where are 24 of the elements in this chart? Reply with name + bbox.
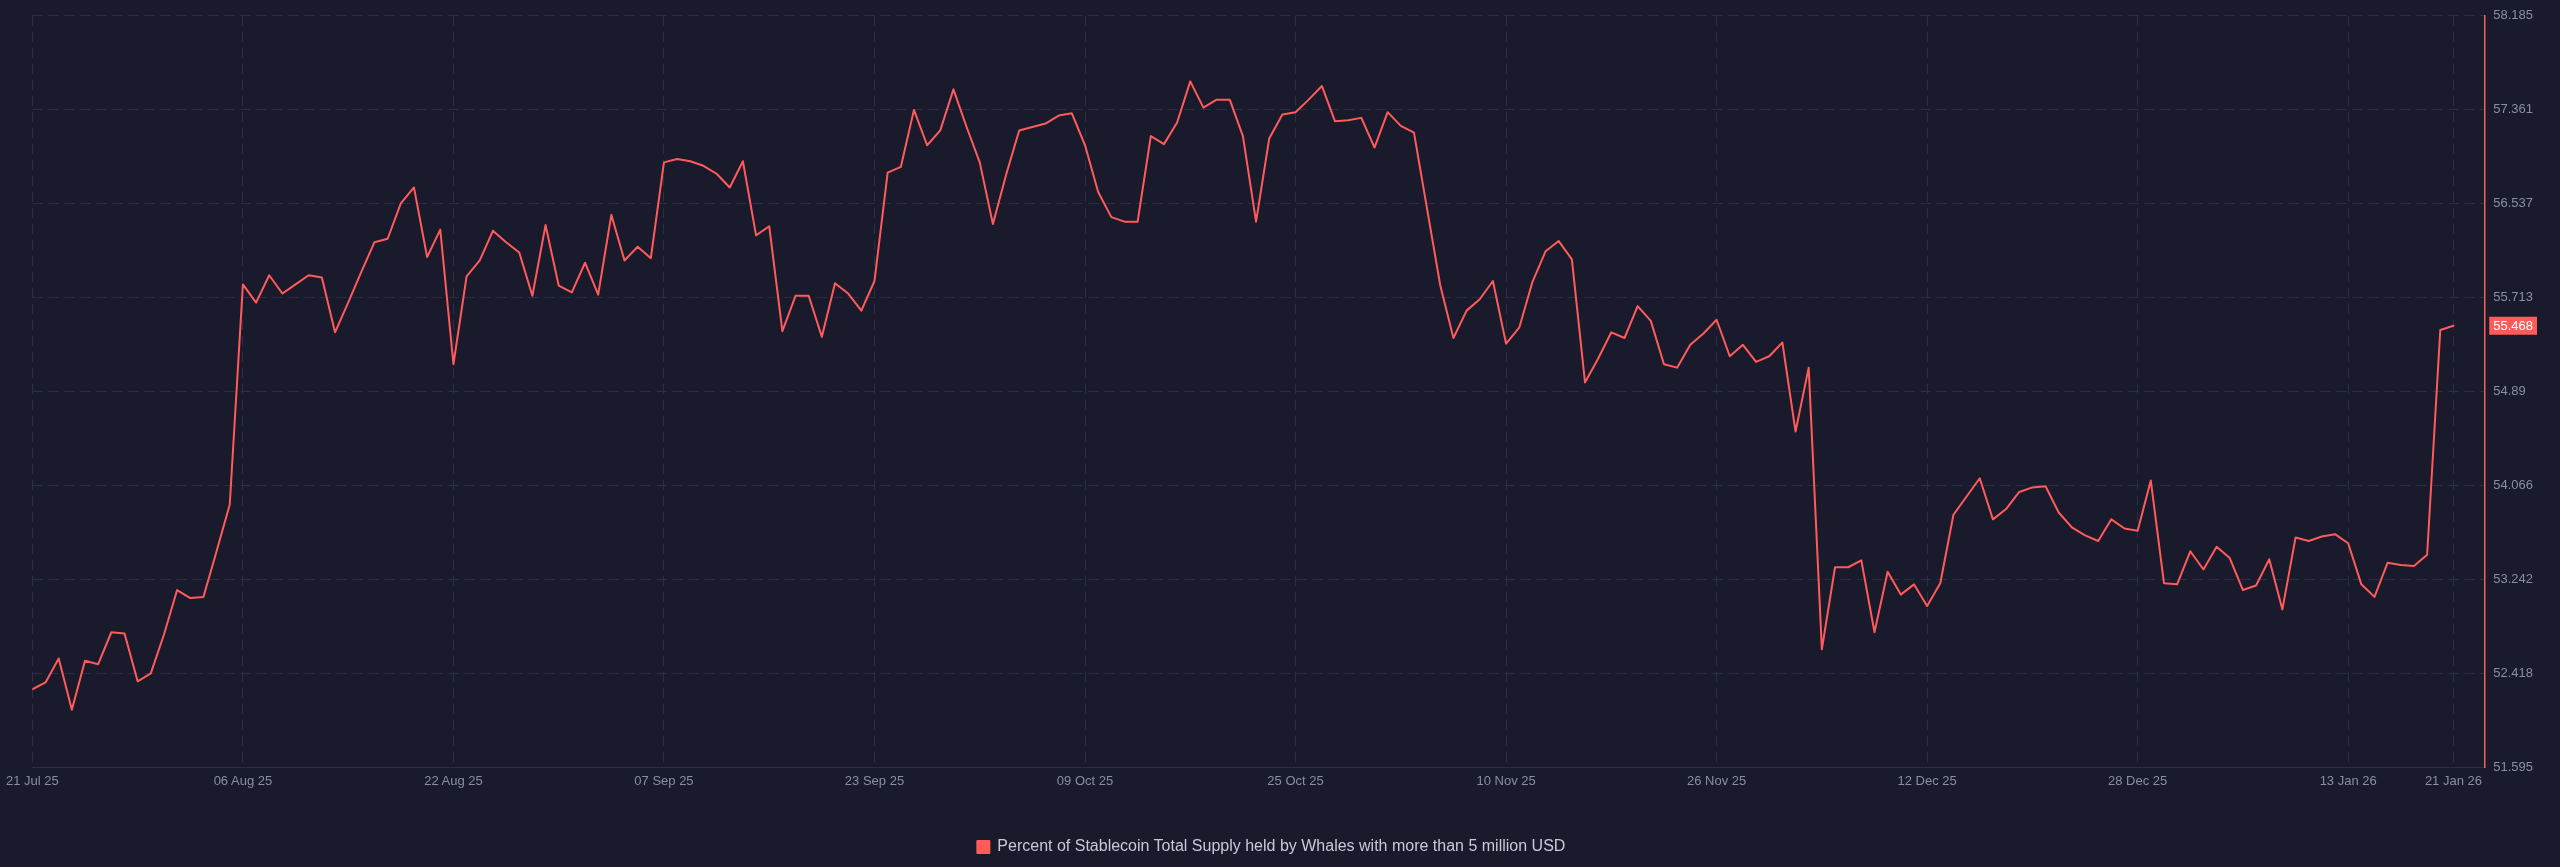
- x-tick-label: 09 Oct 25: [1056, 772, 1114, 788]
- x-tick-label: 06 Aug 25: [213, 772, 273, 788]
- text: 55.468: [2493, 318, 2533, 334]
- x-tick-label: 21 Jul 25: [6, 772, 59, 788]
- y-tick-label: 53.242: [2493, 571, 2533, 587]
- y-tick-label: 54.89: [2493, 383, 2526, 399]
- y-tick-label: 57.361: [2493, 101, 2533, 117]
- x-tick-label: 26 Nov 25: [1686, 772, 1747, 788]
- x-tick-label: 12 Dec 25: [1897, 772, 1957, 788]
- x-tick-label: 21 Jan 26: [2424, 772, 2482, 788]
- y-tick-label: 55.713: [2493, 289, 2533, 305]
- y-tick-label: 51.595: [2493, 758, 2533, 774]
- x-tick-label: 28 Dec 25: [2108, 772, 2168, 788]
- legend-label: Percent of Stablecoin Total Supply held by Whales with more than 5 million USD: [997, 837, 1566, 855]
- y-tick-label: 58.185: [2493, 7, 2533, 23]
- y-tick-label: 54.066: [2493, 477, 2533, 493]
- x-tick-label: 23 Sep 25: [844, 772, 905, 788]
- x-tick-label: 13 Jan 26: [2319, 772, 2377, 788]
- x-tick-label: 10 Nov 25: [1476, 772, 1536, 788]
- y-tick-label: 56.537: [2493, 195, 2533, 211]
- x-tick-label: 22 Aug 25: [424, 772, 483, 788]
- x-tick-label: 07 Sep 25: [634, 772, 694, 788]
- y-tick-label: 52.418: [2493, 665, 2533, 681]
- x-tick-label: 25 Oct 25: [1267, 772, 1324, 788]
